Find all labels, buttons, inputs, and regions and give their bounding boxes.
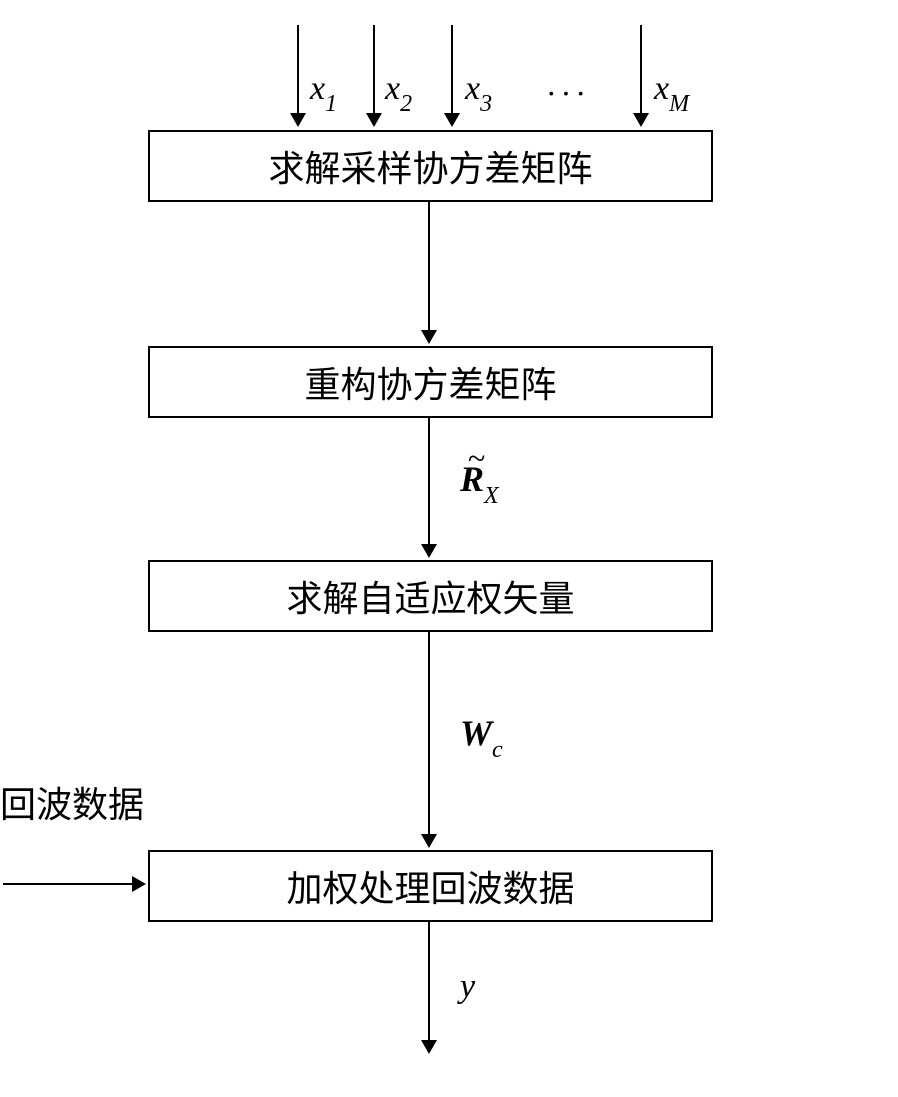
connector-arrow-1-head [421, 330, 437, 344]
side-input-label: 回波数据 [0, 776, 144, 828]
label-y: y [460, 968, 475, 1006]
side-arrow [3, 883, 134, 885]
side-arrow-head [132, 876, 146, 892]
box1-text: 求解采样协方差矩阵 [268, 140, 592, 192]
input-arrow-1-head [290, 113, 306, 127]
box-compute-covariance: 求解采样协方差矩阵 [148, 130, 713, 202]
connector-arrow-3 [428, 632, 430, 836]
input-arrow-m [640, 25, 642, 116]
input-arrow-2 [373, 25, 375, 116]
box3-text: 求解自适应权矢量 [286, 570, 574, 622]
label-wc: Wc [460, 712, 503, 760]
label-rx: ~ RX [460, 458, 499, 506]
box4-text: 加权处理回波数据 [286, 860, 574, 912]
input-label-x1: x1 [310, 70, 337, 114]
connector-arrow-4-head [421, 1040, 437, 1054]
input-arrow-3-head [444, 113, 460, 127]
box-weighted-echo: 加权处理回波数据 [148, 850, 713, 922]
connector-arrow-1 [428, 202, 430, 332]
input-arrow-3 [451, 25, 453, 116]
input-arrow-2-head [366, 113, 382, 127]
connector-arrow-2 [428, 418, 430, 546]
input-label-x3: x3 [465, 70, 492, 114]
input-label-xm: xM [654, 70, 689, 114]
input-arrow-1 [297, 25, 299, 116]
input-arrow-m-head [633, 113, 649, 127]
connector-arrow-3-head [421, 834, 437, 848]
box2-text: 重构协方差矩阵 [304, 356, 556, 408]
connector-arrow-4 [428, 922, 430, 1042]
box-solve-weights: 求解自适应权矢量 [148, 560, 713, 632]
input-ellipsis: ··· [546, 75, 590, 112]
input-label-x2: x2 [385, 70, 412, 114]
connector-arrow-2-head [421, 544, 437, 558]
box-reconstruct-covariance: 重构协方差矩阵 [148, 346, 713, 418]
